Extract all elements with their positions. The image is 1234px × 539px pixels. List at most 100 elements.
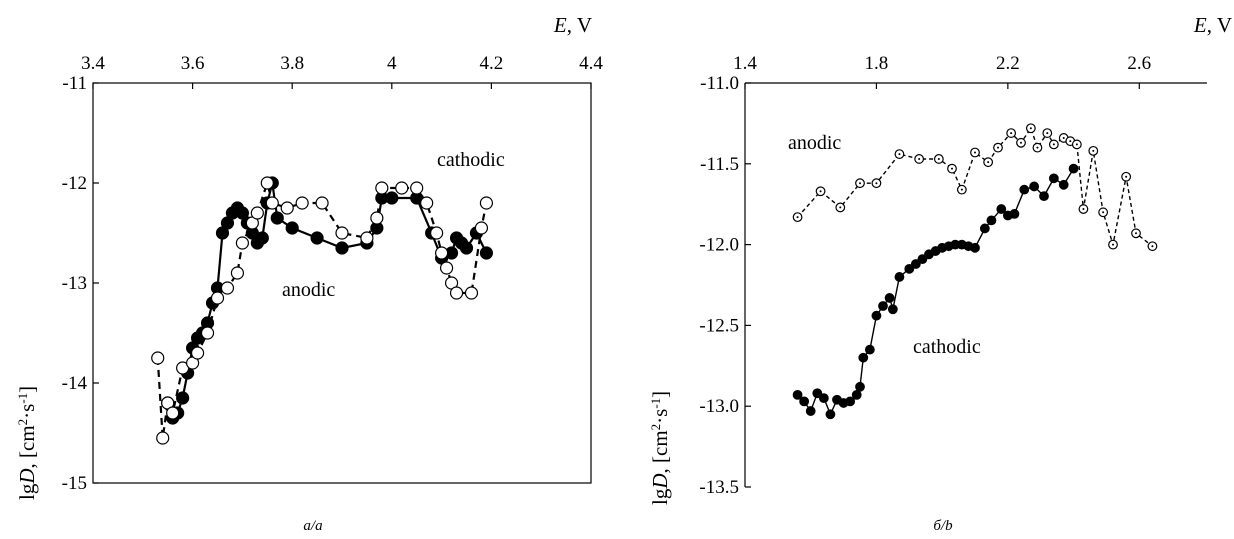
- panel-a-open-point: [479, 196, 494, 210]
- panel-b-open-point-center: [1125, 175, 1128, 178]
- panel-a-filled-point: [255, 231, 269, 245]
- panel-a-filled-point: [479, 246, 494, 260]
- panel-b-filled-point: [970, 242, 980, 253]
- panel-a-open-point: [430, 226, 444, 240]
- panel-b-y-tick-label: -13.5: [699, 477, 739, 498]
- panel-b-filled-point: [904, 263, 915, 274]
- panel-a-x-tick-label: 3.4: [81, 53, 105, 74]
- panel-b-filled-point: [871, 310, 882, 321]
- panel-a-open-point: [410, 181, 424, 195]
- panel-b-open-point-center: [1135, 232, 1137, 235]
- panel-a-y-tick-label: -11: [62, 73, 87, 94]
- panel-b-open-point-center: [937, 157, 940, 160]
- panel-b-filled-point: [910, 259, 921, 269]
- panel-a-open-point: [156, 431, 170, 445]
- panel-b-annotation-anodic: anodic: [788, 132, 841, 154]
- panel-a-open-point: [449, 286, 464, 300]
- panel-b-filled-point: [1068, 163, 1079, 174]
- panel-a-open-point: [439, 261, 454, 275]
- panel-b-open-point-center: [1082, 208, 1085, 211]
- panel-b-open-point-center: [1036, 146, 1039, 149]
- panel-a-filled-point: [385, 191, 399, 205]
- panel-a-open-point: [395, 181, 409, 195]
- panel-b-filled-point: [884, 293, 895, 303]
- panel-b-open-point-center: [951, 167, 953, 170]
- panel-b-open-point-center: [1069, 140, 1072, 143]
- panel-b-x-tick-label: 1.4: [733, 53, 757, 74]
- panel-a-open-point: [464, 286, 479, 300]
- panel-b-open-point-center: [1102, 211, 1105, 214]
- panel-b-open-point-center: [1046, 132, 1049, 135]
- panel-b-filled-point: [979, 223, 990, 234]
- panel-a-open-point: [265, 196, 279, 210]
- panel-a-open-point: [151, 351, 165, 365]
- panel-b-y-ticks: -11.0 -11.5 -12.0 -12.5 -13.0 -13.5: [699, 73, 751, 498]
- panel-b-x-tick-label: 1.8: [865, 53, 889, 74]
- panel-b-x-tick-label: 2.2: [996, 53, 1020, 74]
- panel-b-open-point-center: [1010, 132, 1013, 135]
- panel-b-open-series-line: [797, 126, 1153, 247]
- panel-b-y-tick-label: -13.0: [699, 396, 739, 417]
- panel-b-open-point-center: [1075, 143, 1078, 146]
- panel-a-open-point: [210, 291, 225, 305]
- panel-a-y-tick-label: -13: [62, 273, 87, 294]
- panel-b-open-point-center: [1062, 136, 1065, 139]
- panel-a-open-point: [260, 176, 274, 190]
- panel-a-y-tick-label: -12: [62, 173, 87, 194]
- panel-b-filled-point: [858, 352, 869, 363]
- panel-b-filled-point: [805, 406, 816, 416]
- panel-b-filled-point: [864, 344, 875, 355]
- panel-b-y-tick-label: -12.0: [699, 235, 739, 256]
- panel-a-annotation-cathodic: cathodic: [437, 149, 505, 171]
- panel-b-filled-point: [855, 381, 865, 392]
- panel-b-filled-point: [799, 396, 810, 407]
- panel-a-open-point: [166, 406, 180, 420]
- panel-b-filled-point: [1058, 179, 1069, 190]
- panel-b-open-point-center: [1092, 149, 1095, 152]
- panel-b-open-point-center: [819, 190, 822, 193]
- panel-a-y-tick-label: -14: [62, 373, 88, 394]
- panel-a-open-point: [315, 196, 329, 210]
- panel-a-series: [151, 176, 494, 445]
- panel-b-x-tick-label: 2.6: [1127, 53, 1151, 74]
- panel-a-x-tick-label: 4.2: [480, 53, 504, 74]
- panel-a-x-tick-label: 3.8: [280, 53, 304, 74]
- panel-b-open-point-center: [1052, 143, 1055, 146]
- panel-b-filled-point: [1009, 208, 1020, 219]
- panel-a-filled-point: [285, 221, 299, 235]
- panel-a-open-point: [375, 181, 389, 195]
- panel-a-x-tick-label: 3.6: [181, 53, 205, 74]
- panel-b-y-tick-label: -11.5: [700, 154, 739, 175]
- panel-b-open-point-center: [1020, 141, 1022, 144]
- panel-a-open-point: [280, 201, 294, 215]
- panel-b-filled-point: [1019, 184, 1030, 195]
- panel-b-filled-point: [812, 388, 823, 399]
- panel-b: 1.4 1.8 2.2 2.6 -11.0-11.5-12.0-12.5-13.0-1…: [648, 13, 1233, 534]
- panel-b-series: [792, 123, 1158, 420]
- panel-a-filled-point: [310, 231, 324, 245]
- panel-b-filled-point: [996, 204, 1007, 214]
- panel-a-x-tick-label: 4: [387, 53, 397, 74]
- panel-b-filled-point: [1039, 191, 1049, 202]
- panel-a-open-point: [250, 206, 264, 220]
- panel-b-open-point-center: [1029, 127, 1032, 130]
- panel-b-open-point-center: [960, 188, 963, 191]
- panel-a-filled-point: [270, 211, 284, 225]
- panel-a-y-axis-title: lgD, [cm2·s-1]: [15, 386, 40, 500]
- panel-a-open-point: [474, 221, 489, 235]
- panel-b-filled-point: [825, 409, 836, 420]
- panel-a-x-axis-title: E, V: [553, 13, 592, 37]
- panel-b-open-point-center: [839, 206, 842, 209]
- panel-a-open-point: [360, 231, 374, 245]
- panel-a-plot-frame: [92, 82, 592, 484]
- panel-b-y-tick-label: -12.5: [699, 315, 739, 336]
- panel-a-open-point: [220, 281, 235, 295]
- panel-b-filled-point: [878, 301, 888, 311]
- panel-b-filled-point: [887, 304, 898, 315]
- panel-b-filled-point: [986, 215, 997, 226]
- panel-b-filled-point: [894, 272, 905, 282]
- panel-b-open-point-center: [796, 216, 799, 219]
- panel-b-open-point-center: [898, 153, 901, 156]
- panel-b-open-point-center: [987, 161, 990, 164]
